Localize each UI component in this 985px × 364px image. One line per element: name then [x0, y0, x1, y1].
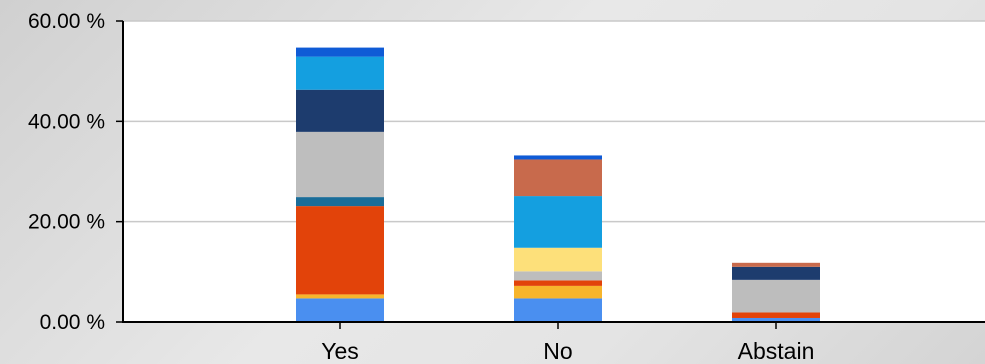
- bar-segment: [732, 266, 820, 280]
- bar-segment: [732, 262, 820, 267]
- y-tick-label: 40.00 %: [28, 110, 105, 133]
- x-tick-label: Yes: [321, 338, 359, 364]
- bar-segment: [732, 279, 820, 313]
- bar-segment: [296, 47, 384, 57]
- y-tick-label: 20.00 %: [28, 211, 105, 234]
- bar-segment: [296, 206, 384, 295]
- x-tick-label: Abstain: [738, 338, 815, 364]
- bar-segment: [514, 285, 602, 299]
- bar-segment: [296, 131, 384, 198]
- y-tick-label: 0.00 %: [40, 311, 105, 334]
- bar-segment: [514, 280, 602, 286]
- bar-segment: [514, 159, 602, 197]
- x-tick-label: No: [543, 338, 572, 364]
- bar-segment: [296, 89, 384, 132]
- bar-segment: [514, 298, 602, 322]
- bar-segment: [732, 312, 820, 318]
- bars: [296, 47, 820, 322]
- bar-segment: [296, 56, 384, 90]
- bar-segment: [514, 271, 602, 281]
- x-axis-ticks: Yes No Abstain: [321, 322, 814, 364]
- bar-segment: [296, 298, 384, 322]
- bar-segment: [732, 317, 820, 322]
- axes: [122, 21, 985, 323]
- bar-segment: [514, 155, 602, 160]
- bar-segment: [296, 197, 384, 207]
- bar-segment: [296, 294, 384, 299]
- y-axis-ticks: 0.00 % 20.00 % 40.00 % 60.00 %: [28, 10, 123, 334]
- bar-segment: [514, 196, 602, 248]
- y-tick-label: 60.00 %: [28, 10, 105, 33]
- bar-segment: [514, 247, 602, 272]
